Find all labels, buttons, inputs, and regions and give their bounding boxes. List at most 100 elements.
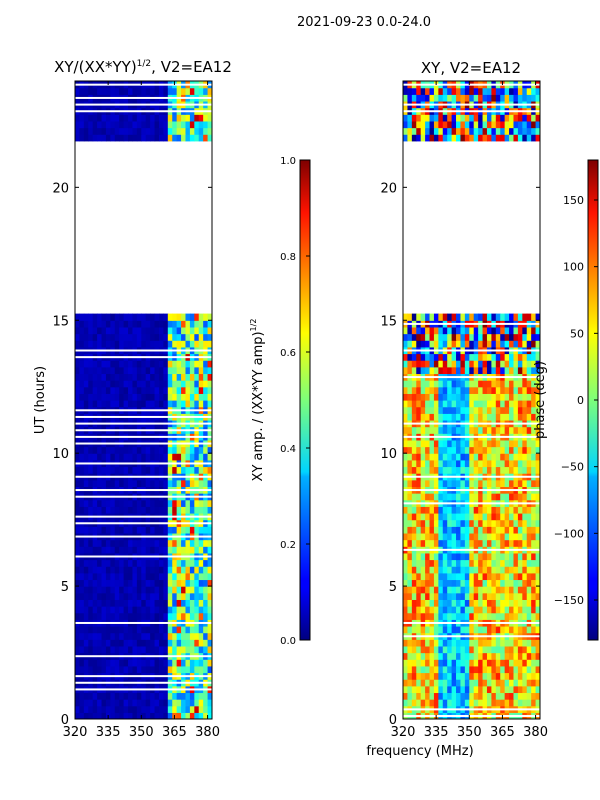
heatmap-cell — [92, 366, 98, 375]
heatmap-cell — [185, 313, 191, 321]
heatmap-cell — [411, 685, 417, 694]
heatmap-cell — [105, 453, 111, 461]
heatmap-cell — [513, 659, 519, 667]
heatmap-cell — [194, 333, 200, 341]
heatmap-cell — [411, 453, 417, 461]
heatmap-cell — [509, 439, 515, 448]
heatmap-cell — [460, 665, 466, 674]
heatmap-cell — [145, 659, 151, 667]
heatmap-cell — [198, 87, 204, 95]
heatmap-cell — [185, 373, 191, 381]
heatmap-cell — [207, 87, 212, 95]
heatmap-cell — [429, 692, 435, 700]
heatmap-cell — [469, 519, 475, 527]
heatmap-cell — [158, 479, 164, 487]
heatmap-cell — [420, 685, 426, 694]
flagged-row — [75, 555, 212, 558]
heatmap-cell — [517, 466, 523, 474]
heatmap-cell — [181, 599, 187, 607]
heatmap-cell — [403, 393, 409, 401]
heatmap-cell — [172, 599, 178, 607]
heatmap-cell — [97, 326, 103, 335]
heatmap-cell — [110, 572, 116, 581]
heatmap-cell — [429, 552, 435, 561]
heatmap-cell — [482, 326, 488, 335]
heatmap-cell — [119, 625, 125, 634]
heatmap-cell — [75, 606, 81, 614]
heatmap-cell — [425, 313, 431, 321]
heatmap-cell — [207, 134, 212, 142]
heatmap-cell — [176, 134, 182, 142]
heatmap-cell — [464, 672, 470, 680]
heatmap-cell — [526, 386, 532, 394]
heatmap-cell — [101, 453, 107, 461]
heatmap-cell — [123, 380, 129, 388]
heatmap-cell — [141, 612, 147, 620]
heatmap-cell — [163, 400, 169, 408]
heatmap-cell — [429, 380, 435, 388]
heatmap-cell — [128, 559, 134, 567]
heatmap-cell — [500, 127, 506, 135]
heatmap-cell — [167, 120, 173, 129]
heatmap-cell — [88, 659, 94, 667]
heatmap-cell — [97, 479, 103, 487]
heatmap-cell — [451, 526, 457, 534]
heatmap-cell — [110, 326, 116, 335]
heatmap-cell — [194, 373, 200, 381]
heatmap-cell — [522, 592, 528, 600]
heatmap-cell — [203, 506, 209, 514]
heatmap-cell — [128, 499, 134, 507]
heatmap-cell — [158, 645, 164, 654]
heatmap-cell — [110, 400, 116, 408]
heatmap-cell — [469, 326, 475, 335]
heatmap-cell — [420, 659, 426, 667]
heatmap-cell — [517, 579, 523, 587]
heatmap-cell — [141, 393, 147, 401]
heatmap-cell — [105, 579, 111, 587]
heatmap-cell — [482, 652, 488, 660]
heatmap-cell — [451, 532, 457, 541]
heatmap-cell — [136, 632, 142, 640]
heatmap-cell — [207, 313, 212, 321]
heatmap-cell — [136, 546, 142, 554]
heatmap-cell — [531, 466, 537, 474]
heatmap-cell — [513, 413, 519, 421]
heatmap-cell — [92, 612, 98, 620]
heatmap-cell — [486, 592, 492, 600]
heatmap-cell — [447, 679, 453, 687]
heatmap-cell — [460, 313, 466, 321]
x-tick-label: 335 — [96, 725, 121, 740]
heatmap-cell — [79, 586, 85, 594]
heatmap-cell — [420, 672, 426, 680]
heatmap-cell — [491, 87, 497, 95]
heatmap-cell — [442, 353, 448, 361]
heatmap-cell — [460, 586, 466, 594]
flagged-row — [75, 442, 212, 445]
heatmap-cell — [172, 539, 178, 547]
heatmap-cell — [469, 512, 475, 521]
heatmap-cell — [207, 506, 212, 514]
heatmap-cell — [172, 134, 178, 142]
heatmap-cell — [110, 592, 116, 600]
heatmap-cell — [420, 380, 426, 388]
heatmap-cell — [513, 679, 519, 687]
heatmap-cell — [158, 499, 164, 507]
heatmap-cell — [119, 599, 125, 607]
heatmap-cell — [456, 692, 462, 700]
heatmap-cell — [451, 453, 457, 461]
heatmap-cell — [473, 586, 479, 594]
heatmap-cell — [411, 639, 417, 647]
heatmap-cell — [460, 120, 466, 129]
heatmap-cell — [105, 692, 111, 700]
heatmap-cell — [456, 426, 462, 434]
heatmap-cell — [79, 373, 85, 381]
heatmap-cell — [163, 625, 169, 634]
heatmap-cell — [478, 526, 484, 534]
heatmap-cell — [110, 546, 116, 554]
heatmap-cell — [92, 466, 98, 474]
heatmap-cell — [473, 645, 479, 654]
heatmap-cell — [83, 127, 89, 135]
heatmap-cell — [451, 413, 457, 421]
heatmap-cell — [473, 400, 479, 408]
heatmap-cell — [509, 645, 515, 654]
